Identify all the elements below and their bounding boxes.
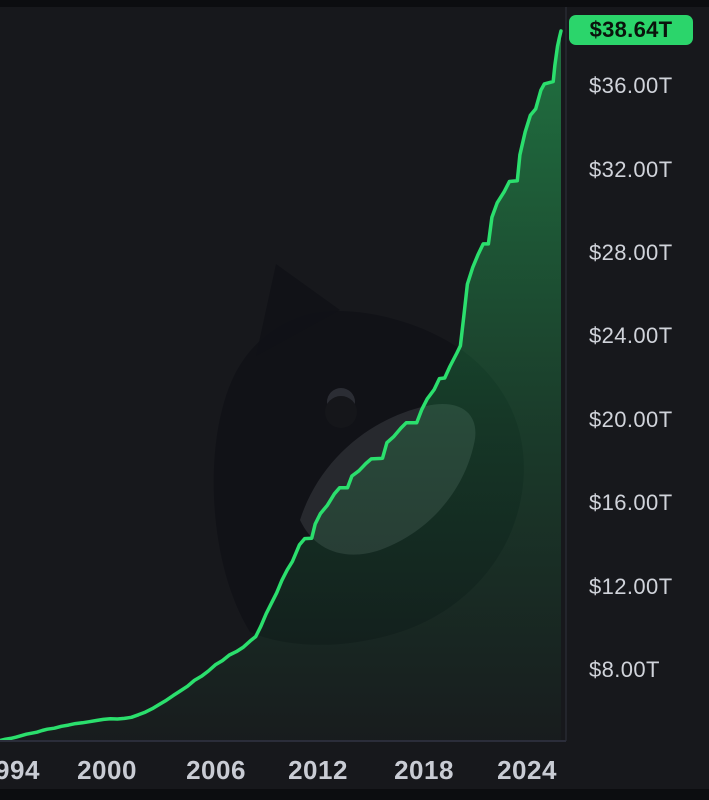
y-tick-36t: $36.00T	[589, 73, 673, 98]
y-tick-16t: $16.00T	[589, 490, 673, 515]
x-tick-2000: 2000	[77, 755, 137, 785]
y-tick-8t: $8.00T	[589, 657, 660, 682]
x-axis-baseline	[0, 740, 566, 742]
y-tick-28t: $28.00T	[589, 240, 673, 265]
x-tick-2024: 2024	[497, 755, 557, 785]
y-tick-20t: $20.00T	[589, 407, 673, 432]
current-value-badge: $38.64T	[569, 15, 693, 45]
y-tick-24t: $24.00T	[589, 323, 673, 348]
x-tick-1994: 1994	[0, 755, 40, 785]
y-tick-12t: $12.00T	[589, 574, 673, 599]
x-tick-2018: 2018	[394, 755, 454, 785]
x-tick-2012: 2012	[288, 755, 348, 785]
top-edge-strip	[0, 0, 709, 7]
plot-right-border	[565, 7, 567, 741]
debt-line	[0, 29, 563, 741]
bottom-edge-strip	[0, 789, 709, 800]
debt-area-fill	[0, 30, 561, 741]
y-tick-32t: $32.00T	[589, 157, 673, 182]
x-tick-2006: 2006	[186, 755, 246, 785]
